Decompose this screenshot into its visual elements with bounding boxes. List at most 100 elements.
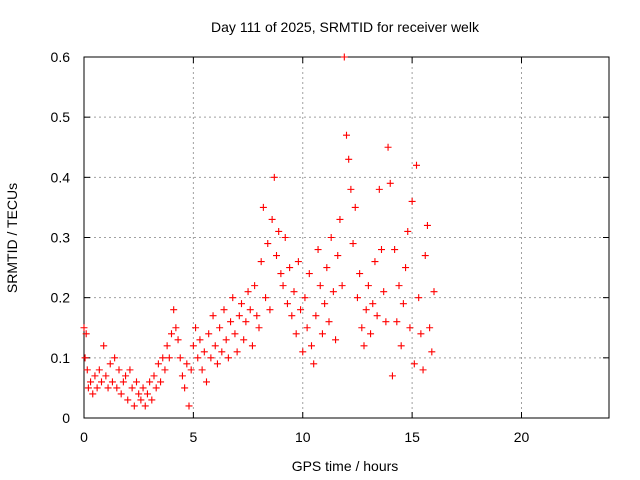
data-point (415, 294, 423, 302)
data-point (316, 282, 324, 290)
data-point (84, 384, 92, 392)
data-point (233, 348, 241, 356)
data-point (111, 354, 119, 362)
data-point (200, 348, 208, 356)
data-point (240, 336, 248, 344)
data-point (323, 264, 331, 272)
data-point (231, 330, 239, 338)
data-point (257, 258, 265, 266)
data-point (113, 384, 121, 392)
data-point (227, 318, 235, 326)
data-point (364, 282, 372, 290)
grid-lines (84, 57, 609, 418)
data-point (305, 270, 313, 278)
data-point (286, 264, 294, 272)
data-point (419, 366, 427, 374)
data-point (404, 227, 412, 235)
data-point (81, 354, 89, 362)
data-point (207, 354, 215, 362)
data-point (371, 258, 379, 266)
data-point (349, 240, 357, 248)
y-tick-label: 0.5 (51, 109, 71, 125)
data-point (301, 294, 309, 302)
x-tick-label: 0 (80, 429, 88, 445)
data-point (388, 372, 396, 380)
data-point (178, 372, 186, 380)
data-point (421, 252, 429, 260)
data-point (238, 300, 245, 308)
data-point (216, 324, 224, 332)
data-point (378, 246, 385, 254)
data-point (183, 360, 191, 368)
data-point (358, 324, 366, 332)
data-point (181, 384, 189, 392)
data-point (251, 282, 259, 290)
data-point (117, 390, 125, 398)
data-point (128, 384, 136, 392)
data-point (161, 366, 169, 374)
x-axis-label: GPS time / hours (292, 458, 399, 474)
data-point (198, 366, 206, 374)
data-point (283, 300, 291, 308)
data-point (413, 161, 420, 169)
y-axis-label: SRMTID / TECUs (4, 183, 20, 293)
data-point (373, 312, 381, 320)
data-point (100, 342, 108, 350)
data-point (325, 318, 333, 326)
data-point (343, 131, 350, 139)
data-point (375, 185, 383, 193)
data-point (310, 360, 318, 368)
data-point (384, 143, 392, 151)
data-point (362, 306, 370, 314)
data-point (108, 378, 116, 386)
x-tick-label: 10 (295, 429, 311, 445)
data-point (93, 384, 101, 392)
data-point (336, 215, 344, 223)
data-point (281, 234, 289, 241)
data-point (185, 402, 193, 410)
data-point (170, 306, 178, 314)
data-point (196, 336, 204, 344)
data-point (430, 288, 438, 296)
data-point (299, 348, 307, 356)
y-tick-label: 0.4 (51, 169, 71, 185)
data-point (157, 378, 165, 386)
data-point (150, 372, 158, 380)
data-point (259, 203, 267, 211)
data-point (172, 324, 180, 332)
data-point (187, 366, 195, 374)
data-point (369, 300, 377, 308)
data-point (367, 330, 375, 338)
data-point (146, 378, 154, 386)
data-point (340, 53, 348, 61)
data-point (115, 366, 123, 374)
data-point (165, 354, 173, 362)
data-point (262, 294, 270, 302)
axes: 0 0.1 0.2 0.3 0.4 0.5 0.6 0 5 10 15 20 (51, 49, 610, 445)
data-point (130, 402, 138, 410)
data-point (104, 384, 112, 392)
data-point (82, 330, 90, 338)
data-point (386, 179, 394, 187)
data-point (329, 288, 337, 296)
data-point (327, 234, 335, 241)
data-point (194, 354, 202, 362)
data-point (242, 318, 250, 326)
data-point (83, 366, 91, 374)
data-point (159, 354, 167, 362)
data-point (176, 354, 184, 362)
data-point (229, 294, 237, 302)
data-point (119, 378, 127, 386)
x-tick-label: 15 (404, 429, 420, 445)
data-point (288, 312, 296, 320)
data-point (334, 252, 342, 260)
data-point (98, 378, 105, 386)
data-point (351, 203, 359, 211)
x-tick-label: 5 (189, 429, 197, 445)
data-point (126, 366, 134, 374)
data-point (360, 342, 368, 350)
data-point (399, 300, 407, 308)
data-point (332, 336, 340, 344)
data-point (163, 342, 171, 350)
